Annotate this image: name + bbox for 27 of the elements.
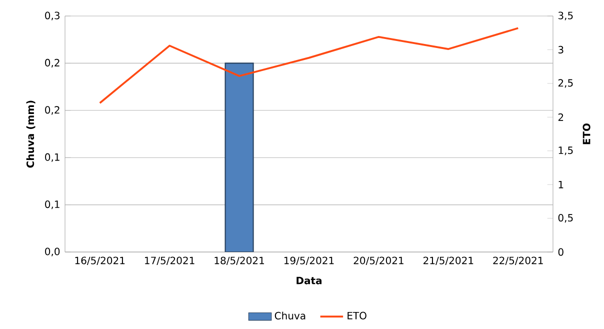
y-tick-label: 0,1	[45, 153, 60, 162]
legend-label: ETO	[348, 312, 366, 320]
y-axis-title: Chuva (mm)	[26, 100, 36, 168]
y2-tick-label: 1,5	[558, 146, 573, 155]
y-tick-label: 0,3	[45, 12, 60, 20]
x-tick-label: 19/5/2021	[284, 256, 334, 265]
y2-tick-label: 0,5	[558, 214, 573, 222]
legend-label: Chuva	[274, 312, 306, 320]
y2-tick-label: 2	[558, 113, 564, 121]
x-tick-label: 22/5/2021	[493, 256, 543, 265]
x-tick-label: 18/5/2021	[214, 256, 264, 265]
x-tick-label: 17/5/2021	[145, 256, 194, 265]
y-tick-label: 0,1	[45, 200, 60, 209]
y2-tick-label: 2,5	[558, 78, 573, 88]
y2-tick-label: 3	[558, 46, 564, 54]
y-tick-label: 0,2	[45, 58, 60, 68]
y2-axis-title: ETO	[582, 123, 590, 144]
y-tick-label: 0,2	[45, 106, 60, 115]
y2-tick-label: 3,5	[558, 12, 573, 20]
y-tick-label: 0,0	[45, 248, 60, 256]
y2-tick-label: 1	[558, 180, 564, 188]
x-tick-label: 16/5/2021	[75, 256, 125, 265]
line-series	[98, 27, 520, 104]
x-tick-label: 20/5/2021	[354, 256, 404, 265]
x-axis-title: Data	[296, 276, 322, 284]
x-tick-label: 21/5/2021	[424, 256, 474, 265]
y2-tick-label: 0	[558, 248, 564, 256]
